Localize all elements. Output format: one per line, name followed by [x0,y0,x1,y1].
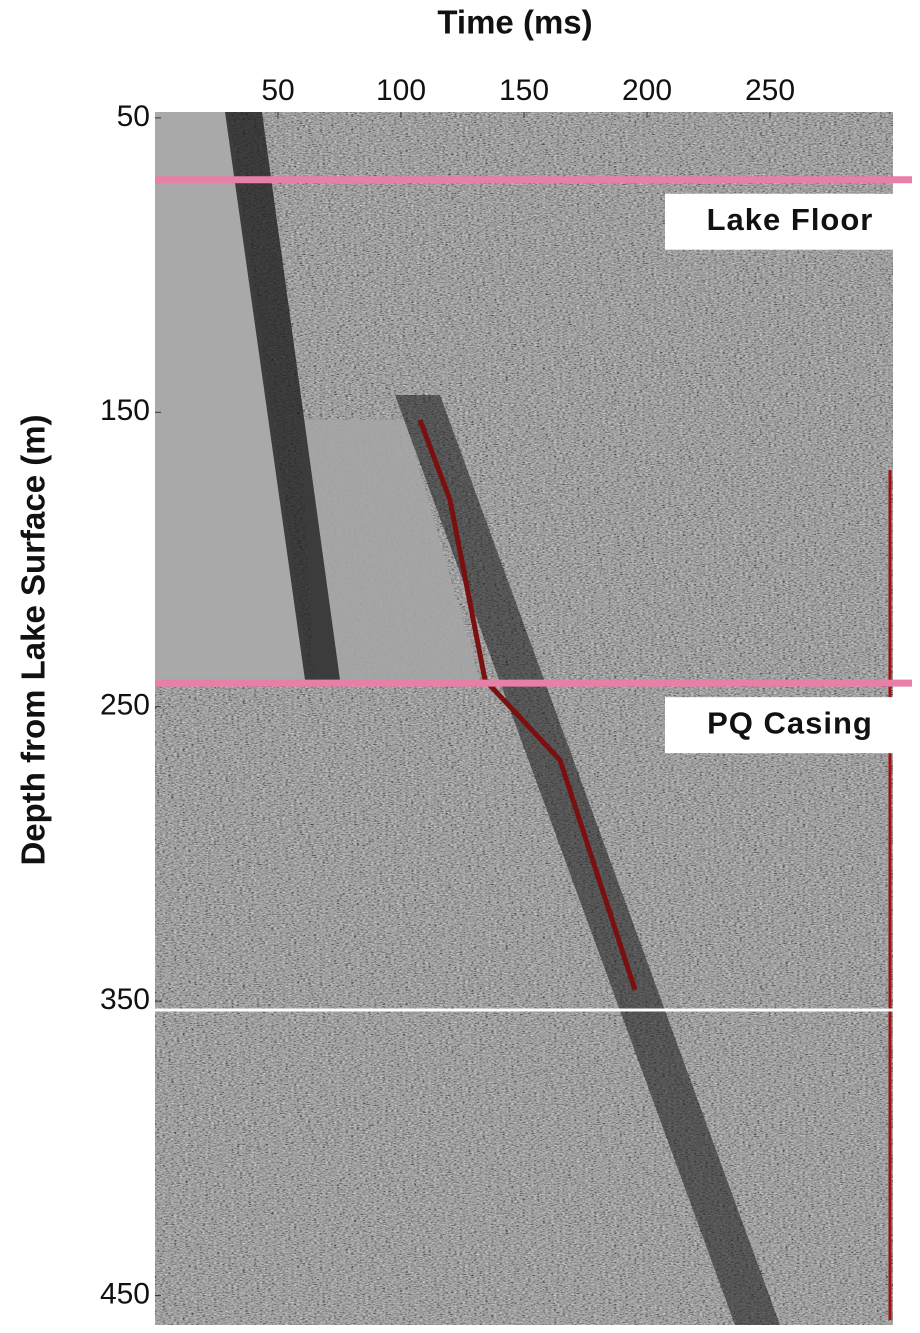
x-tick-label: 250 [745,74,795,107]
y-tick-label: 50 [117,100,150,133]
x-tick-label: 50 [261,74,294,107]
annotation-box [665,193,915,250]
y-tick-label: 150 [100,394,150,427]
y-tick-label: 450 [100,1277,150,1310]
annotation: Lake Floor [707,202,874,237]
y-tick-label: 250 [100,689,150,722]
x-tick-label: 200 [622,74,672,107]
y-axis-label: Depth from Lake Surface (m) [15,414,52,865]
annotation-box [665,697,915,754]
annotation: PQ Casing [707,705,873,740]
chart-title: Time (ms) [437,4,592,41]
x-tick-label: 150 [499,74,549,107]
x-tick-label: 100 [376,74,426,107]
y-tick-label: 350 [100,983,150,1016]
